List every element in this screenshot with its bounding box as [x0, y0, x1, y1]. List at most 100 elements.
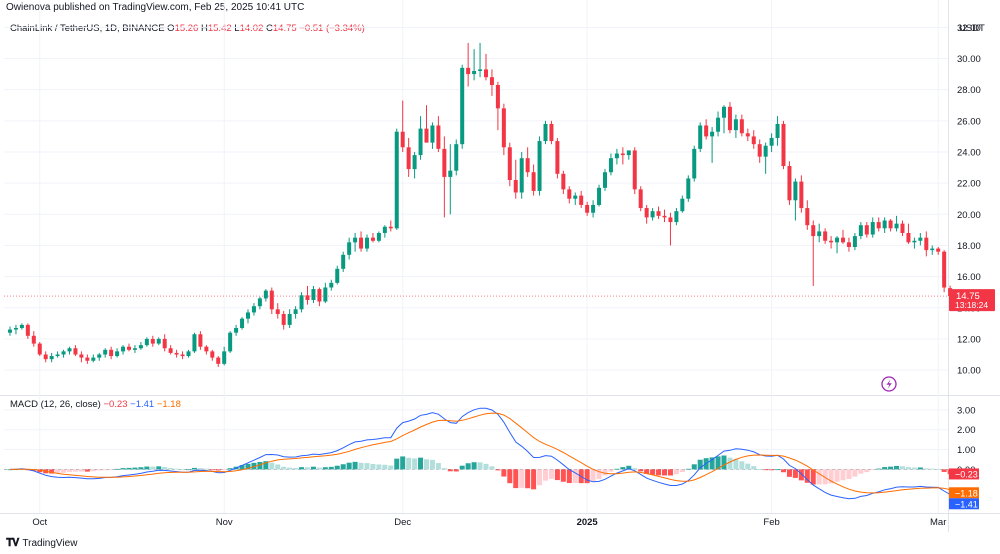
candle-body	[204, 346, 209, 352]
axes: 10.0012.0014.0016.0018.0020.0022.0024.00…	[32, 23, 980, 528]
candle-body	[43, 354, 48, 360]
candle-body	[769, 137, 774, 146]
candle-body	[852, 236, 857, 248]
candle-body	[692, 148, 697, 179]
macd-histogram-bar	[935, 468, 941, 470]
macd-histogram-bar	[876, 468, 882, 470]
macd-signal-tag-value: −1.18	[955, 488, 978, 498]
macd-histogram-bar	[679, 469, 685, 473]
macd-histogram-bar	[388, 465, 394, 470]
candle-body	[55, 354, 60, 357]
candle-body	[8, 329, 12, 333]
candle-body	[650, 211, 655, 218]
candle-body	[638, 189, 643, 209]
macd-histogram-bar	[310, 466, 316, 470]
candle-body	[85, 357, 90, 361]
macd-histogram-bar	[566, 469, 572, 484]
candle-body	[781, 123, 786, 166]
candle-body	[103, 349, 108, 355]
macd-histogram-bar	[424, 459, 429, 470]
macd-histogram-bar	[697, 459, 703, 470]
candle-body	[739, 119, 744, 134]
candle-body	[591, 204, 596, 213]
price-tick-label: 30.00	[957, 54, 981, 65]
macd-histogram-bar	[763, 469, 769, 471]
macd-histogram-bar	[614, 468, 620, 470]
candle-body	[704, 125, 709, 137]
candle-body	[138, 345, 143, 349]
candle-body	[585, 204, 590, 213]
symbol-name[interactable]: ChainLink / TetherUS, 1D, BINANCE	[10, 23, 165, 34]
candle-body	[400, 131, 405, 148]
candle-body	[876, 222, 881, 229]
candle-body	[716, 117, 721, 132]
candle-body	[573, 195, 578, 199]
low-value: 14.02	[239, 23, 264, 34]
macd-histogram-bar	[602, 469, 608, 476]
macd-histogram-bar	[929, 468, 935, 470]
macd-histogram-bar	[221, 469, 227, 471]
candle-body	[662, 215, 667, 218]
macd-histogram-bar	[673, 469, 679, 475]
candle-body	[519, 158, 524, 193]
macd-histogram-bar	[840, 469, 846, 481]
macd-histogram-bar	[370, 464, 376, 470]
candle-body	[281, 313, 286, 325]
candle-body	[912, 240, 917, 243]
macd-histogram-bar	[108, 469, 114, 471]
macd-histogram-bar	[864, 469, 870, 473]
macd-histogram-bar	[733, 458, 739, 470]
candle-body	[882, 220, 887, 229]
macd-histogram-bar	[650, 469, 656, 475]
candle-body	[180, 354, 185, 357]
candle-body	[484, 69, 488, 78]
macd-histogram-bar	[769, 469, 775, 471]
candle-body	[817, 231, 822, 237]
macd-histogram-bar	[709, 457, 715, 470]
candle-body	[632, 150, 637, 190]
footer-brand-label: TradingView	[22, 538, 78, 549]
time-tick-label: 2025	[577, 517, 599, 528]
macd-histogram-bar	[382, 464, 388, 470]
candle-body	[251, 306, 256, 313]
macd-histogram-bar	[662, 469, 667, 476]
macd-histogram-bar	[691, 464, 697, 470]
price-tick-label: 28.00	[957, 85, 981, 96]
candle-body	[19, 324, 24, 329]
macd-histogram-bar	[781, 469, 786, 473]
candle-body	[341, 254, 346, 269]
macd-histogram-bar	[394, 458, 400, 470]
candle-body	[757, 144, 762, 157]
candle-body	[257, 298, 262, 307]
candle-body	[537, 141, 542, 191]
macd-histogram-bar	[459, 465, 465, 470]
macd-histogram-bar	[150, 466, 156, 470]
close-value: 14.75	[272, 23, 297, 34]
candle-body	[13, 328, 18, 330]
candle-body	[710, 131, 715, 137]
macd-histogram-bar	[888, 466, 894, 470]
candle-body	[394, 131, 399, 229]
candle-body	[240, 318, 245, 329]
symbol-legend: ChainLink / TetherUS, 1D, BINANCE O15.26…	[10, 23, 365, 34]
candles	[8, 42, 953, 367]
candle-body	[329, 282, 334, 288]
flash-icon[interactable]	[881, 376, 897, 392]
candle-body	[597, 187, 602, 205]
candle-body	[388, 226, 393, 229]
macd-histogram-bar	[168, 467, 174, 470]
macd-title[interactable]: MACD (12, 26, close)	[10, 399, 101, 410]
macd-histogram-bar	[251, 462, 257, 470]
macd-histogram-bar	[911, 467, 917, 470]
candle-body	[751, 136, 756, 145]
macd-histogram-bar	[132, 467, 138, 470]
candle-body	[466, 67, 471, 75]
macd-histogram-bar	[275, 464, 281, 470]
macd-line-tag-value: −1.41	[955, 499, 978, 509]
open-label: O	[167, 23, 175, 34]
macd-histogram-bar	[495, 469, 501, 471]
macd-histogram-bar	[305, 467, 310, 470]
macd-histogram-bar	[638, 469, 644, 472]
macd-histogram-bar	[406, 457, 412, 470]
